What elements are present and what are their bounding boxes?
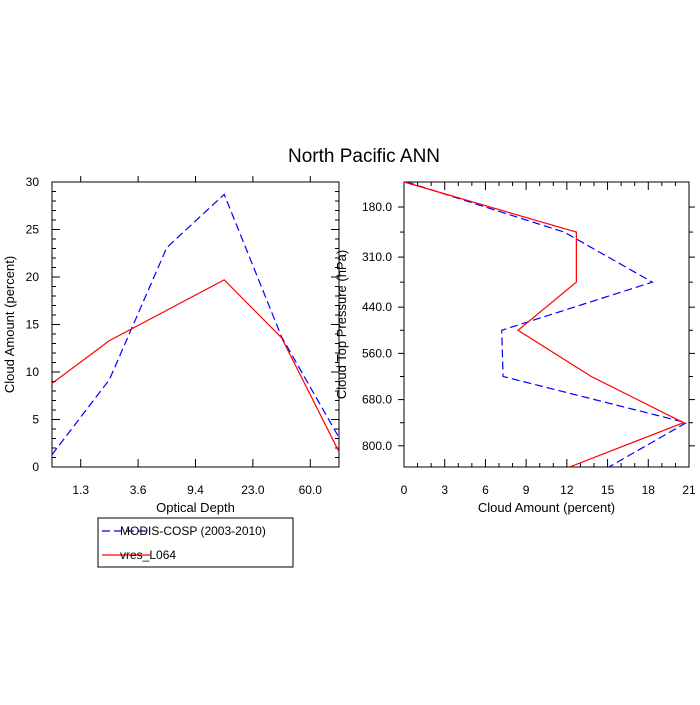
right-y-tick-label: 440.0 — [362, 300, 392, 314]
left-x-tick-label: 1.3 — [72, 483, 89, 497]
right-plot-frame — [403, 181, 690, 468]
left-y-tick-label: 30 — [26, 175, 40, 189]
left-series-line-modis — [51, 193, 340, 456]
left-y-tick-label: 15 — [26, 318, 40, 332]
right-x-tick-label: 0 — [401, 483, 408, 497]
left-panel: 0 5 10 15 20 25 30 1.3 3.6 9.4 23.0 60.0 Optical Dep… — [2, 175, 340, 515]
left-x-tick-label: 23.0 — [241, 483, 265, 497]
left-y-axis-label: Cloud Amount (percent) — [2, 256, 17, 393]
right-y-tick-label: 180.0 — [362, 200, 392, 214]
left-x-tick-label: 3.6 — [130, 483, 147, 497]
legend-box — [97, 517, 294, 568]
right-y-tick-label: 680.0 — [362, 393, 392, 407]
left-x-axis-label: Optical Depth — [156, 500, 235, 515]
right-x-axis-label: Cloud Amount (percent) — [478, 500, 615, 515]
right-x-tick-label: 6 — [482, 483, 489, 497]
left-x-tick-label: 60.0 — [299, 483, 323, 497]
left-plot-frame — [51, 181, 340, 468]
right-x-tick-label: 3 — [441, 483, 448, 497]
left-y-tick-label: 20 — [26, 270, 40, 284]
left-y-tick-label: 10 — [26, 365, 40, 379]
left-y-tick-label: 5 — [32, 413, 39, 427]
right-series-line-modis — [406, 181, 688, 468]
left-series-line-vres — [51, 279, 340, 453]
left-y-tick-label: 25 — [26, 223, 40, 237]
legend: MODIS-COSP (2003-2010) vres_L064 — [97, 517, 294, 568]
right-x-tick-label: 18 — [642, 483, 656, 497]
right-x-tick-label: 12 — [560, 483, 574, 497]
right-y-tick-label: 800.0 — [362, 439, 392, 453]
right-y-tick-label: 560.0 — [362, 346, 392, 360]
legend-label-vres: vres_L064 — [120, 548, 176, 562]
right-y-tick-label: 310.0 — [362, 250, 392, 264]
right-x-tick-label: 21 — [682, 483, 696, 497]
right-panel: 0 3 6 9 12 15 18 21 180.0 310.0 440.0 560.0 680.0 800… — [334, 181, 696, 515]
right-y-axis-label: Cloud Top Pressure (hPa) — [334, 250, 349, 399]
right-x-tick-label: 9 — [523, 483, 530, 497]
left-x-tick-label: 9.4 — [187, 483, 204, 497]
right-series-line-vres — [403, 181, 686, 468]
right-x-tick-label: 15 — [601, 483, 615, 497]
legend-label-modis: MODIS-COSP (2003-2010) — [120, 524, 266, 538]
chart-title: North Pacific ANN — [288, 146, 440, 167]
left-y-tick-label: 0 — [32, 460, 39, 474]
